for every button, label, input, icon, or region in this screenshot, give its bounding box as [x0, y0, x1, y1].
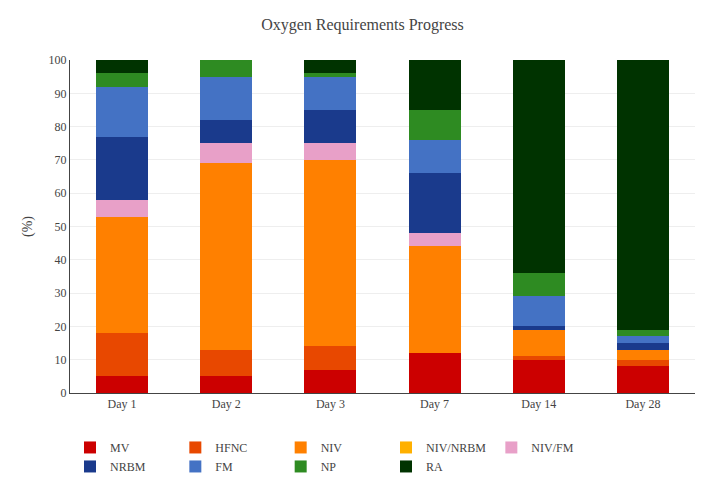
svg-text:HFNC: HFNC	[215, 441, 247, 455]
svg-text:40: 40	[55, 253, 67, 267]
svg-text:Day 7: Day 7	[420, 397, 449, 411]
svg-text:Day 1: Day 1	[108, 397, 137, 411]
svg-text:70: 70	[55, 153, 67, 167]
svg-text:90: 90	[55, 87, 67, 101]
svg-text:50: 50	[55, 220, 67, 234]
svg-text:60: 60	[55, 186, 67, 200]
svg-text:30: 30	[55, 286, 67, 300]
svg-text:0: 0	[61, 386, 67, 400]
svg-text:(%): (%)	[20, 216, 36, 237]
svg-text:MV: MV	[110, 441, 130, 455]
svg-text:80: 80	[55, 120, 67, 134]
svg-text:20: 20	[55, 320, 67, 334]
svg-text:NIV: NIV	[321, 441, 343, 455]
svg-text:NIV/FM: NIV/FM	[531, 441, 573, 455]
svg-text:Day 14: Day 14	[521, 397, 556, 411]
svg-text:NIV/NRBM: NIV/NRBM	[426, 441, 486, 455]
svg-text:NRBM: NRBM	[110, 460, 146, 474]
svg-text:FM: FM	[215, 460, 233, 474]
svg-text:Day 28: Day 28	[625, 397, 660, 411]
svg-text:RA: RA	[426, 460, 443, 474]
svg-text:Day 3: Day 3	[316, 397, 345, 411]
svg-text:10: 10	[55, 353, 67, 367]
svg-text:Day 2: Day 2	[212, 397, 241, 411]
svg-text:Oxygen Requirements Progress: Oxygen Requirements Progress	[261, 16, 464, 34]
svg-text:100: 100	[49, 53, 67, 67]
svg-text:NP: NP	[321, 460, 337, 474]
